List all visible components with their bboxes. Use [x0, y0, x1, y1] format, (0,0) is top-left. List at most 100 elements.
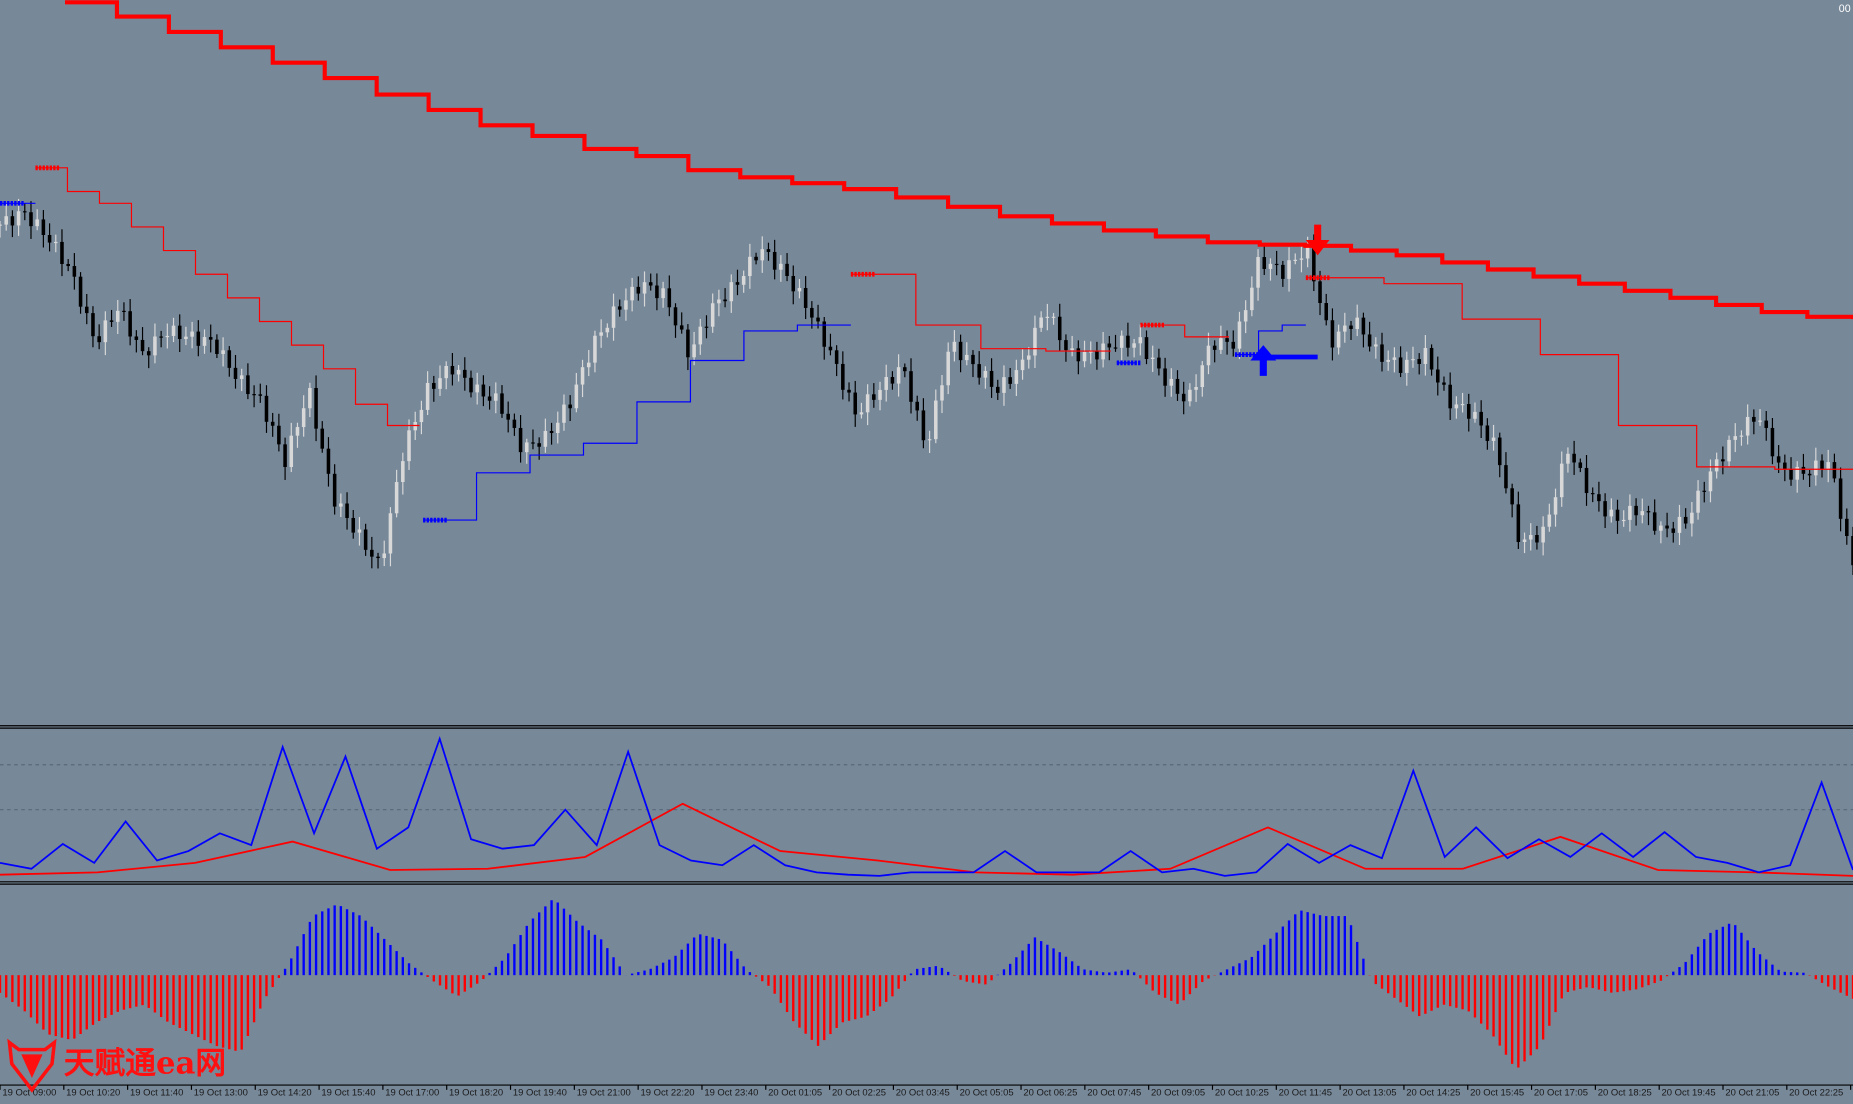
candle-body — [1336, 331, 1341, 348]
candle-body — [407, 430, 411, 462]
axis-label: 19 Oct 23:40 — [704, 1088, 758, 1099]
axis-label: 20 Oct 17:05 — [1534, 1088, 1588, 1099]
candle-body — [580, 367, 585, 385]
candle-body — [1535, 535, 1539, 543]
candle-body — [140, 339, 145, 352]
candle-body — [679, 325, 684, 330]
candle-body — [122, 310, 126, 313]
candle-body — [1219, 338, 1223, 350]
candle-body — [1318, 281, 1322, 303]
candle-body — [1343, 325, 1347, 332]
candle-body — [1652, 512, 1657, 531]
candle-body — [10, 216, 15, 226]
axis-label: 19 Oct 18:20 — [449, 1088, 503, 1099]
candle-body — [803, 288, 808, 308]
candle-body — [419, 409, 424, 423]
candle-body — [1212, 345, 1217, 350]
axis-label: 20 Oct 19:45 — [1662, 1088, 1716, 1099]
candle-body — [23, 211, 27, 213]
candle-body — [865, 394, 870, 413]
candle-body — [890, 377, 895, 384]
candle-body — [1119, 335, 1124, 348]
candle-body — [642, 282, 647, 294]
candle-body — [202, 337, 207, 346]
candle-body — [555, 422, 560, 434]
candle-body — [1783, 462, 1787, 470]
candle-body — [463, 369, 467, 378]
candle-body — [1584, 467, 1589, 494]
candle-body — [444, 365, 448, 379]
candle-body — [4, 216, 8, 225]
candle-body — [270, 421, 275, 426]
candle-body — [648, 282, 653, 286]
candle-body — [636, 286, 641, 294]
candle-body — [401, 461, 405, 483]
axis-label: 19 Oct 10:20 — [66, 1088, 120, 1099]
candle-body — [766, 249, 771, 252]
candle-body — [1628, 505, 1632, 520]
sell-arrow-down-icon[interactable] — [1305, 224, 1330, 256]
candle-body — [810, 307, 814, 318]
axis-label: 20 Oct 11:45 — [1279, 1088, 1332, 1099]
sell-trailing-stop — [1305, 277, 1853, 470]
candle-body — [617, 306, 622, 310]
time-axis: 19 Oct 09:00 19 Oct 10:20 19 Oct 11:40 19 O… — [0, 1085, 1852, 1099]
candle-body — [29, 212, 33, 227]
candle-body — [500, 393, 504, 414]
candle-body — [971, 354, 975, 365]
sell-trailing-stop — [35, 167, 420, 427]
candle-body — [884, 377, 888, 390]
candle-body — [1107, 343, 1112, 348]
candle-body — [735, 282, 740, 285]
candle-body — [1293, 259, 1298, 261]
candle-body — [487, 396, 492, 401]
candle-body — [1274, 263, 1279, 266]
candle-body — [41, 219, 46, 236]
axis-label: 20 Oct 21:05 — [1725, 1088, 1779, 1099]
candle-body — [246, 375, 250, 395]
candle-body — [1442, 382, 1446, 385]
candle-body — [1522, 539, 1527, 542]
candle-body — [134, 336, 139, 340]
candle-body — [1206, 345, 1211, 366]
candle-body — [1832, 462, 1837, 479]
candle-body — [1014, 370, 1019, 384]
candle-body — [605, 327, 610, 333]
candle-body — [239, 375, 244, 379]
candle-body — [1150, 357, 1155, 360]
axis-label: 20 Oct 05:05 — [960, 1088, 1014, 1099]
candle-body — [233, 367, 238, 379]
axis-label: 20 Oct 22:25 — [1789, 1088, 1843, 1099]
candle-body — [1113, 347, 1118, 349]
candle-body — [593, 335, 597, 363]
candle-body — [1491, 437, 1496, 441]
axis-label: 19 Oct 11:40 — [130, 1088, 183, 1099]
candle-body — [1132, 343, 1136, 348]
axis-label: 20 Oct 18:25 — [1598, 1088, 1652, 1099]
candle-body — [1603, 501, 1607, 517]
candle-body — [531, 442, 535, 444]
candle-body — [630, 286, 634, 301]
candle-body — [989, 370, 994, 387]
candle-body — [1801, 466, 1806, 474]
candle-body — [1690, 512, 1694, 524]
candle-body — [754, 256, 758, 261]
candle-body — [1392, 357, 1397, 360]
candle-body — [710, 303, 715, 327]
candle-body — [1045, 316, 1050, 318]
candle-body — [915, 401, 919, 411]
candle-body — [1795, 466, 1799, 480]
corner-label: 00 — [1839, 3, 1851, 15]
candle-body — [1057, 316, 1062, 341]
buy-arrow-up-icon[interactable] — [1250, 345, 1277, 376]
candle-body — [611, 306, 616, 328]
candle-body — [1082, 351, 1087, 362]
candle-body — [772, 251, 777, 270]
candle-body — [667, 288, 672, 308]
candle-body — [1070, 348, 1074, 351]
candle-body — [1752, 416, 1756, 422]
candle-body — [1268, 263, 1273, 269]
upper-step-line — [64, 0, 1853, 320]
